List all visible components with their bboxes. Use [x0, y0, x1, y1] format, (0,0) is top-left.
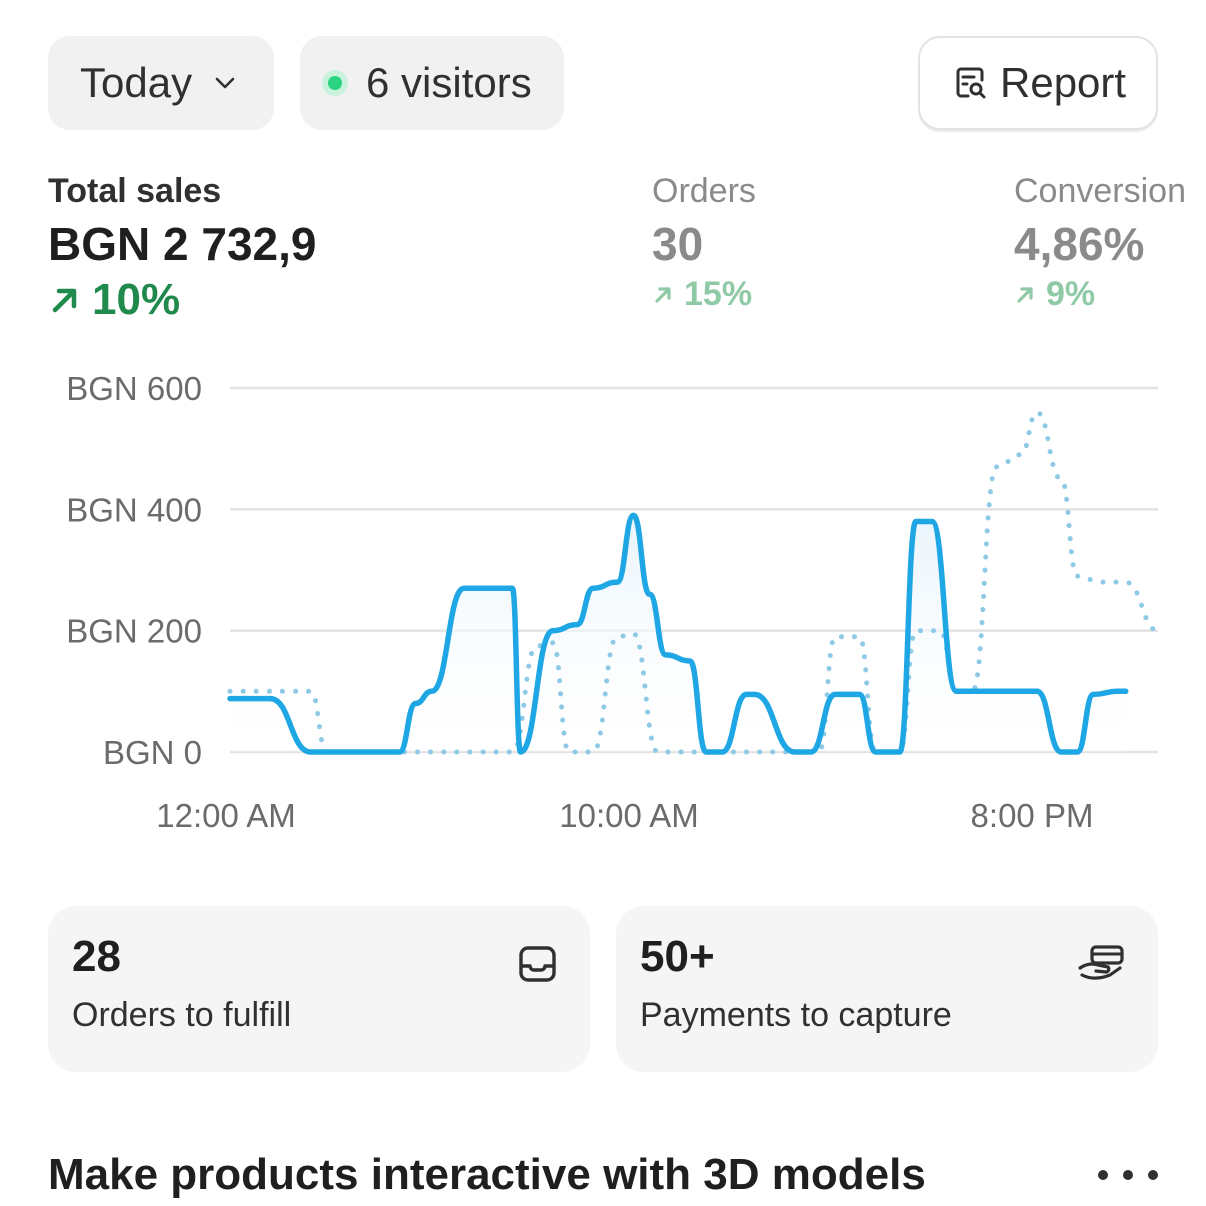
card-label: Payments to capture — [640, 996, 952, 1034]
chevron-down-icon — [215, 77, 235, 89]
metric-label: Conversion — [1014, 172, 1186, 210]
card-label: Orders to fulfill — [72, 996, 292, 1034]
metric-orders[interactable]: Orders 30 15% — [652, 172, 756, 314]
visitors-label: 6 visitors — [366, 59, 532, 106]
live-visitors-button[interactable]: 6 visitors — [300, 36, 564, 130]
metric-conversion[interactable]: Conversion 4,86% 9% — [1014, 172, 1186, 314]
arrow-up-right-icon — [1017, 286, 1033, 303]
date-range-button[interactable]: Today — [48, 36, 274, 130]
dot-icon — [1123, 1170, 1133, 1180]
series-line-sales — [227, 512, 1129, 755]
metric-value: 4,86% — [1014, 218, 1145, 270]
report-button[interactable]: Report — [918, 36, 1158, 130]
dot-icon — [1098, 1170, 1108, 1180]
metric-value: 30 — [652, 218, 704, 270]
hand-cash-icon — [1078, 945, 1124, 980]
y-tick-label: BGN 0 — [103, 734, 202, 771]
more-options-button[interactable] — [1098, 1160, 1158, 1190]
y-tick-label: BGN 400 — [66, 491, 202, 528]
sales-chart[interactable]: BGN 600 BGN 400 BGN 200 BGN 0 12:00 AM 10:00… — [0, 360, 1206, 850]
metric-total-sales[interactable]: Total sales BGN 2 732,9 10% — [48, 172, 316, 325]
metric-value: BGN 2 732,9 — [48, 218, 317, 270]
y-tick-label: BGN 200 — [66, 613, 202, 650]
x-tick-label: 12:00 AM — [156, 797, 295, 834]
metric-delta: 15% — [652, 275, 756, 314]
inbox-icon — [519, 946, 556, 982]
y-tick-label: BGN 600 — [66, 370, 202, 407]
metric-label: Orders — [652, 172, 756, 210]
live-dot-icon — [322, 70, 348, 96]
arrow-up-right-icon — [52, 288, 77, 313]
payments-to-capture-card[interactable]: 50+ Payments to capture — [616, 906, 1158, 1072]
orders-to-fulfill-card[interactable]: 28 Orders to fulfill — [48, 906, 590, 1072]
card-value: 28 — [72, 932, 121, 981]
promo-title: Make products interactive with 3D models — [48, 1150, 926, 1199]
metric-delta: 10% — [48, 275, 316, 325]
arrow-up-right-icon — [655, 286, 671, 303]
x-tick-label: 8:00 PM — [971, 797, 1094, 834]
x-tick-label: 10:00 AM — [559, 797, 698, 834]
dot-icon — [1148, 1170, 1158, 1180]
report-label: Report — [1000, 59, 1127, 106]
date-range-label: Today — [80, 59, 193, 106]
card-value: 50+ — [640, 932, 715, 981]
sales-area — [230, 515, 1126, 752]
report-icon — [956, 67, 986, 99]
metric-delta: 9% — [1014, 275, 1186, 314]
metric-label: Total sales — [48, 172, 222, 210]
